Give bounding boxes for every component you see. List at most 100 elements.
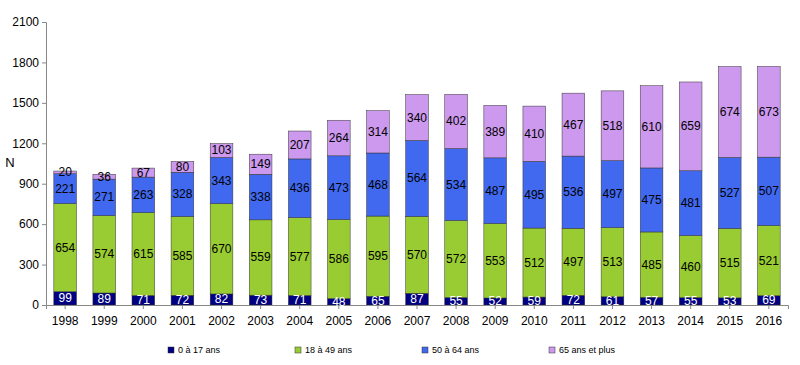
plot: 0300600900120015001800210019981999200020…	[12, 15, 788, 328]
bar-segment	[679, 171, 702, 236]
x-tick-label: 2014	[677, 314, 704, 328]
x-tick-label: 2013	[638, 314, 665, 328]
data-label: 674	[720, 105, 740, 119]
bar-segment	[758, 66, 781, 157]
x-tick: 2011	[560, 305, 586, 328]
x-tick-label: 2011	[560, 314, 586, 328]
bar-segment	[367, 216, 390, 296]
bar-segment	[406, 95, 429, 141]
data-label: 673	[759, 105, 779, 119]
legend-swatch	[549, 347, 555, 353]
data-label: 20	[58, 165, 72, 179]
data-label: 73	[254, 293, 268, 307]
x-tick-label: 1999	[91, 314, 118, 328]
y-tick: 1500	[12, 96, 46, 110]
y-axis-title: N	[5, 155, 14, 170]
data-label: 52	[489, 294, 503, 308]
bar-segment	[171, 172, 194, 216]
chart: 0300600900120015001800210019981999200020…	[0, 0, 800, 365]
data-label: 71	[293, 293, 307, 307]
bar-segment	[327, 120, 350, 156]
bar-segment	[249, 220, 272, 295]
legend-label: 18 à 49 ans	[305, 345, 353, 355]
data-label: 670	[212, 242, 232, 256]
data-label: 460	[681, 260, 701, 274]
bar-segment	[249, 174, 272, 220]
x-tick: 2004	[286, 305, 313, 328]
legend-swatch	[295, 347, 301, 353]
bar-segment	[367, 111, 390, 153]
data-label: 610	[642, 120, 662, 134]
data-label: 71	[137, 293, 151, 307]
x-tick: 2012	[599, 305, 626, 328]
x-tick-label: 2002	[208, 314, 235, 328]
bar-segment	[288, 159, 311, 218]
x-tick-label: 2006	[365, 314, 392, 328]
bar-segment	[562, 228, 585, 295]
data-label: 55	[449, 294, 463, 308]
bar-segment	[601, 228, 624, 297]
data-label: 534	[446, 178, 466, 192]
data-label: 99	[58, 291, 72, 305]
bars	[54, 66, 780, 305]
x-tick: 2016	[755, 305, 782, 328]
data-label: 595	[368, 249, 388, 263]
data-label: 410	[524, 127, 544, 141]
data-label: 65	[371, 294, 385, 308]
x-tick: 1999	[91, 305, 118, 328]
x-axis: 1998199920002001200220032004200520062007…	[47, 305, 789, 328]
data-label: 271	[94, 190, 114, 204]
data-label: 36	[98, 170, 112, 184]
legend-label: 65 ans et plus	[559, 345, 616, 355]
y-tick: 900	[19, 177, 46, 191]
bar-segment	[406, 140, 429, 216]
y-tick: 300	[19, 258, 46, 272]
x-tick: 2003	[247, 305, 274, 328]
data-label: 564	[407, 171, 427, 185]
data-label: 553	[485, 254, 505, 268]
legend-label: 50 à 64 ans	[432, 345, 480, 355]
bar-segment	[327, 220, 350, 299]
data-label: 89	[98, 292, 112, 306]
legend-label: 0 à 17 ans	[178, 345, 221, 355]
y-tick-mark	[42, 224, 46, 225]
y-tick-mark	[42, 22, 46, 23]
data-label: 340	[407, 111, 427, 125]
data-label: 615	[133, 247, 153, 261]
y-tick: 600	[19, 217, 46, 231]
x-tick-mark	[65, 305, 66, 309]
bar-segment	[93, 179, 116, 216]
data-label: 515	[720, 256, 740, 270]
y-tick: 1200	[12, 137, 46, 151]
bar-segment	[718, 67, 741, 158]
x-tick-label: 1998	[52, 314, 79, 328]
data-label: 473	[329, 181, 349, 195]
data-label: 263	[133, 188, 153, 202]
data-label: 57	[645, 294, 659, 308]
data-label: 207	[290, 138, 310, 152]
data-label: 536	[563, 185, 583, 199]
bar-segment	[210, 204, 233, 294]
y-tick-label: 300	[19, 258, 39, 272]
bar-segment	[523, 106, 546, 161]
x-tick: 2014	[677, 305, 704, 328]
data-label: 72	[567, 293, 581, 307]
bar-segment	[54, 204, 77, 292]
y-tick: 1800	[12, 56, 46, 70]
x-tick: 2013	[638, 305, 665, 328]
data-label: 495	[524, 188, 544, 202]
data-label: 402	[446, 114, 466, 128]
x-tick-label: 2000	[130, 314, 157, 328]
data-label: 103	[212, 143, 232, 157]
bar-segment	[562, 93, 585, 156]
y-tick-mark	[42, 305, 46, 306]
data-label: 574	[94, 247, 114, 261]
data-label: 487	[485, 184, 505, 198]
x-tick-label: 2012	[599, 314, 626, 328]
x-tick-label: 2007	[404, 314, 431, 328]
bar-segment	[758, 157, 781, 225]
bar-segment	[445, 221, 468, 298]
y-tick: 2100	[12, 15, 46, 29]
data-label: 314	[368, 125, 388, 139]
legend-swatch	[422, 347, 428, 353]
